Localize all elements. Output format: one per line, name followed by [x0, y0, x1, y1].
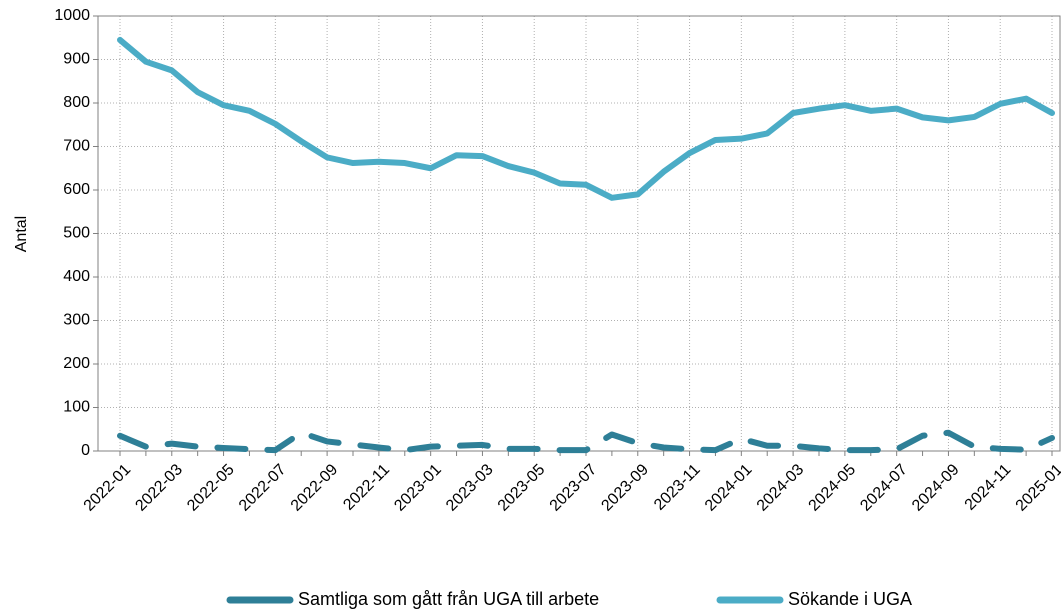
y-tick-label: 900: [63, 51, 90, 68]
y-axis-label: Antal: [13, 216, 30, 252]
y-tick-label: 200: [63, 355, 90, 372]
x-tick-label: 2022-09: [288, 461, 342, 515]
series-line: [117, 36, 1055, 201]
y-tick-label: 600: [63, 181, 90, 198]
x-tick-label: 2023-03: [443, 461, 497, 515]
x-tick-label: 2022-05: [184, 461, 238, 515]
y-tick-label: 700: [63, 138, 90, 155]
y-tick-label: 500: [63, 225, 90, 242]
x-tick-label: 2022-01: [81, 461, 135, 515]
y-tick-label: 300: [63, 312, 90, 329]
y-tick-label: 100: [63, 399, 90, 416]
x-tick-label: 2022-07: [236, 461, 290, 515]
x-tick-label: 2022-03: [132, 461, 186, 515]
x-tick-label: 2024-03: [754, 461, 808, 515]
x-tick-label: 2024-05: [806, 461, 860, 515]
x-tick-label: 2024-01: [702, 461, 756, 515]
x-tick-label: 2023-05: [495, 461, 549, 515]
y-tick-label: 0: [81, 442, 90, 459]
x-tick-label: 2023-01: [391, 461, 445, 515]
legend-label: Sökande i UGA: [788, 589, 912, 609]
y-tick-label: 400: [63, 268, 90, 285]
x-tick-label: 2022-11: [340, 461, 393, 514]
x-tick-label: 2023-07: [547, 461, 601, 515]
x-tick-label: 2024-07: [857, 461, 911, 515]
x-tick-label: 2023-11: [651, 461, 704, 514]
x-tick-label: 2023-09: [598, 461, 652, 515]
y-tick-label: 800: [63, 94, 90, 111]
y-tick-label: 1000: [54, 7, 90, 24]
x-tick-label: 2025-01: [1013, 461, 1061, 515]
legend-label: Samtliga som gått från UGA till arbete: [298, 589, 599, 609]
x-tick-label: 2024-09: [909, 461, 963, 515]
series-line: [117, 429, 1055, 454]
x-tick-label: 2024-11: [962, 461, 1015, 514]
